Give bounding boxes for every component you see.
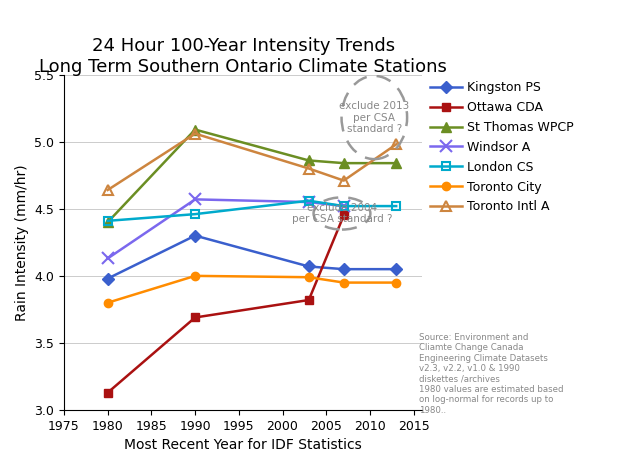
Text: exclude 2013
per CSA
standard ?: exclude 2013 per CSA standard ? [339, 101, 410, 134]
St Thomas WPCP [305, 158, 312, 163]
St Thomas WPCP [191, 127, 199, 132]
St Thomas WPCP [104, 219, 111, 225]
Line: Toronto City: Toronto City [104, 272, 401, 307]
London CS [340, 203, 348, 209]
Kingston PS [305, 264, 312, 269]
Line: Toronto Intl A: Toronto Intl A [103, 129, 401, 195]
Windsor A [305, 199, 312, 205]
Ottawa CDA [340, 212, 348, 218]
Kingston PS [191, 233, 199, 239]
Line: St Thomas WPCP: St Thomas WPCP [103, 125, 401, 227]
St Thomas WPCP [392, 160, 400, 166]
Toronto Intl A [340, 178, 348, 184]
Windsor A [191, 197, 199, 202]
Text: 24 Hour 100-Year Intensity Trends
Long Term Southern Ontario Climate Stations: 24 Hour 100-Year Intensity Trends Long T… [39, 37, 447, 76]
Windsor A [340, 203, 348, 209]
Line: Kingston PS: Kingston PS [104, 232, 401, 283]
Toronto City [191, 273, 199, 279]
Windsor A [104, 256, 111, 261]
Ottawa CDA [104, 390, 111, 396]
Line: Windsor A: Windsor A [102, 193, 350, 265]
Text: exclude 2004
per CSA standard ?: exclude 2004 per CSA standard ? [292, 203, 392, 224]
Toronto Intl A [305, 166, 312, 171]
London CS [392, 203, 400, 209]
Toronto City [104, 300, 111, 306]
X-axis label: Most Recent Year for IDF Statistics: Most Recent Year for IDF Statistics [124, 439, 362, 452]
Y-axis label: Rain Intensity (mm/hr): Rain Intensity (mm/hr) [15, 164, 29, 321]
Legend: Kingston PS, Ottawa CDA, St Thomas WPCP, Windsor A, London CS, Toronto City, Tor: Kingston PS, Ottawa CDA, St Thomas WPCP,… [426, 76, 579, 219]
London CS [305, 198, 312, 204]
Toronto Intl A [191, 131, 199, 137]
Toronto City [340, 280, 348, 285]
Toronto City [392, 280, 400, 285]
London CS [104, 218, 111, 224]
Kingston PS [340, 267, 348, 272]
Text: Source: Environment and
Cliamte Change Canada
Engineering Climate Datasets
v2.3,: Source: Environment and Cliamte Change C… [419, 333, 564, 415]
Kingston PS [104, 276, 111, 281]
Toronto City [305, 274, 312, 280]
Line: London CS: London CS [104, 197, 401, 225]
Toronto Intl A [392, 142, 400, 147]
Ottawa CDA [191, 315, 199, 320]
London CS [191, 212, 199, 217]
St Thomas WPCP [340, 160, 348, 166]
Kingston PS [392, 267, 400, 272]
Ottawa CDA [305, 297, 312, 303]
Toronto Intl A [104, 187, 111, 193]
Line: Ottawa CDA: Ottawa CDA [104, 211, 348, 397]
